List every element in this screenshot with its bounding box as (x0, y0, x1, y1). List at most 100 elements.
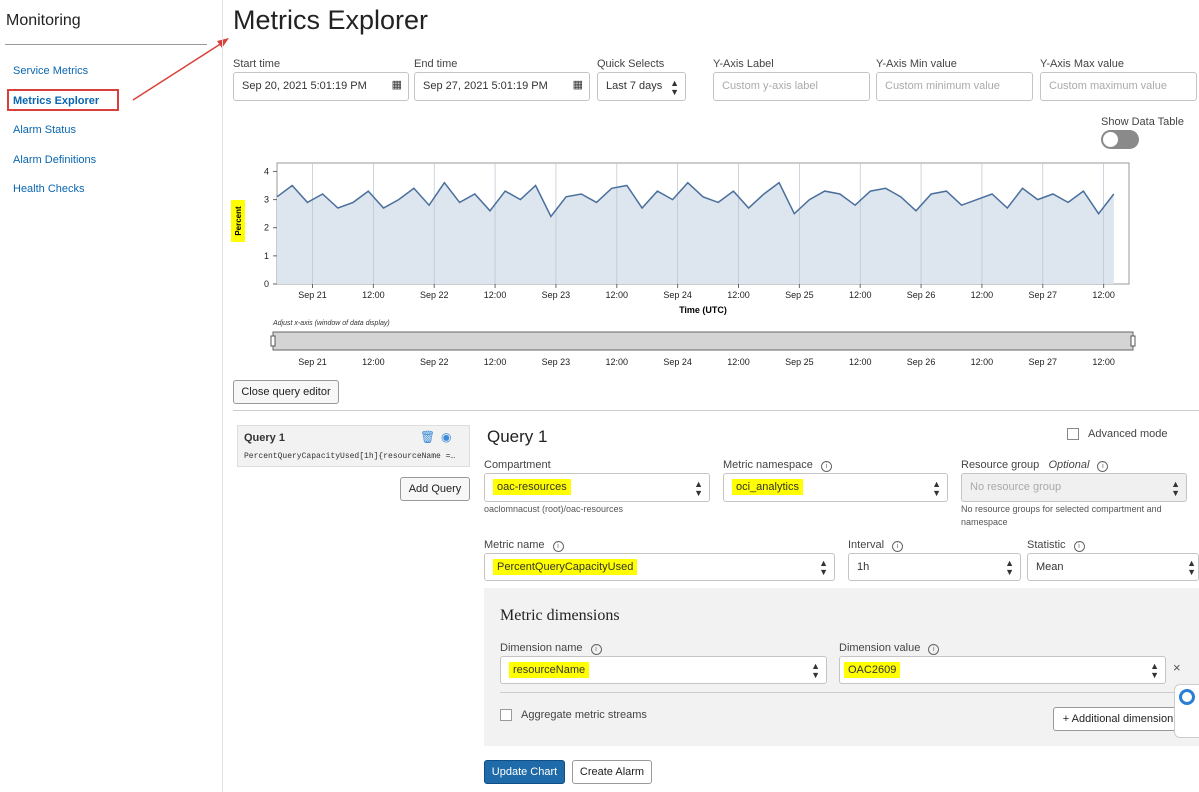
chevron: ▲ ▼ (1005, 558, 1014, 577)
divider (233, 410, 1199, 411)
divider (500, 692, 1183, 693)
nav-tick-label: 12:00 (484, 357, 507, 367)
info-icon[interactable]: i (552, 541, 564, 552)
field-label: Dimension value i (839, 642, 940, 655)
select[interactable]: OAC2609 ▲ ▼ (839, 656, 1166, 684)
checkbox[interactable] (1067, 428, 1079, 440)
select[interactable]: resourceName ▲ ▼ (500, 656, 827, 684)
info-icon[interactable]: i (1073, 541, 1085, 552)
select-value: OAC2609 (844, 662, 901, 678)
calendar-icon: ▦ (572, 79, 583, 91)
toggle[interactable] (1101, 130, 1139, 149)
x-tick-label: Sep 26 (907, 290, 936, 300)
text-input[interactable]: Custom maximum value (1040, 72, 1197, 101)
chevron: ▲ ▼ (819, 558, 828, 577)
nav-tick-label: 12:00 (1092, 357, 1115, 367)
button[interactable]: + Additional dimension (1053, 707, 1183, 731)
trash-icon[interactable]: 🗑 (420, 430, 436, 444)
nav-link[interactable]: Health Checks (13, 183, 85, 195)
divider (222, 0, 223, 792)
date-input[interactable]: Sep 20, 2021 5:01:19 PM ▦ (233, 72, 409, 101)
button[interactable]: Close query editor (233, 380, 339, 404)
chevron: ▲ ▼ (694, 479, 703, 498)
query-summary: PercentQueryCapacityUsed[1h]{resourceNam… (244, 452, 456, 461)
y-tick-label: 0 (264, 279, 269, 289)
field-hint: oaclomnacust (root)/oac-resources (484, 504, 624, 514)
nav-tick-label: 12:00 (971, 357, 994, 367)
x-tick-label: 12:00 (849, 290, 872, 300)
nav-link[interactable]: Alarm Status (13, 124, 76, 136)
input-value: Sep 20, 2021 5:01:19 PM (242, 80, 367, 92)
y-tick-label: 1 (264, 251, 269, 261)
range-caption: Adjust x-axis (window of data display) (272, 320, 390, 327)
x-tick-label: 12:00 (484, 290, 507, 300)
optional-tag: Optional (1048, 459, 1090, 471)
x-tick-label: Sep 23 (542, 290, 571, 300)
nav-link[interactable]: Alarm Definitions (13, 154, 97, 166)
select[interactable]: 1h ▲ ▼ (848, 553, 1021, 581)
x-tick-label: Sep 24 (663, 290, 692, 300)
range-window (272, 331, 1134, 351)
nav-link[interactable]: Service Metrics (13, 65, 89, 77)
x-tick-label: Sep 27 (1029, 290, 1058, 300)
x-tick-label: 12:00 (1092, 290, 1115, 300)
chevron: ▲ ▼ (670, 78, 679, 97)
label-text: Metric name (484, 539, 545, 551)
placeholder: Custom minimum value (885, 80, 1000, 92)
panel-title: Metric dimensions (500, 607, 620, 624)
eye-icon[interactable]: ◉ (441, 430, 452, 444)
nav-link-active[interactable]: Metrics Explorer (13, 95, 100, 107)
field-label: Metric namespace i (723, 459, 832, 472)
help-icon (1179, 689, 1195, 705)
text-input[interactable]: Custom y-axis label (713, 72, 870, 101)
nav-tick-label: 12:00 (606, 357, 629, 367)
label-text: Metric namespace (723, 459, 813, 471)
info-icon[interactable]: i (590, 644, 602, 655)
placeholder: No resource group (970, 481, 1062, 493)
help-widget[interactable] (1174, 684, 1199, 738)
query-title: Query 1 (487, 427, 548, 446)
highlight-box (7, 89, 119, 111)
label-text: Dimension value (839, 642, 921, 654)
nav-tick-label: Sep 27 (1029, 357, 1058, 367)
nav-tick-label: Sep 26 (907, 357, 936, 367)
checkbox[interactable] (500, 709, 512, 721)
select-value: PercentQueryCapacityUsed (493, 559, 638, 575)
button[interactable]: Create Alarm (572, 760, 652, 784)
info-icon[interactable]: i (820, 461, 832, 472)
chevron: ▲ ▼ (811, 661, 820, 680)
text-input[interactable]: Custom minimum value (876, 72, 1033, 101)
primary-button[interactable]: Update Chart (484, 760, 565, 784)
select[interactable]: oci_analytics ▲ ▼ (723, 473, 948, 502)
select[interactable]: PercentQueryCapacityUsed ▲ ▼ (484, 553, 835, 581)
area (277, 182, 1114, 284)
x-tick-label: 12:00 (606, 290, 629, 300)
button[interactable]: Add Query (400, 477, 470, 501)
range-handle (1130, 335, 1136, 347)
select[interactable]: oac-resources ▲ ▼ (484, 473, 710, 502)
remove-icon[interactable]: × (1173, 660, 1181, 675)
field-label: End time (414, 58, 458, 70)
checkbox-label: Advanced mode (1088, 428, 1168, 440)
info-icon[interactable]: i (1097, 461, 1109, 472)
chart: 0 1 2 3 4 Sep 21 Sep 21 12:00 12:00 Sep 22 Sep 22 1… (231, 162, 1136, 367)
button-text: Additional dimension (1071, 713, 1174, 725)
date-input[interactable]: Sep 27, 2021 5:01:19 PM ▦ (414, 72, 590, 101)
info-icon[interactable]: i (892, 541, 904, 552)
y-tick-label: 4 (264, 166, 269, 176)
select-value: oac-resources (493, 479, 571, 495)
x-tick-label: Sep 25 (785, 290, 814, 300)
select[interactable]: Mean ▲ ▼ (1027, 553, 1199, 581)
nav-tick-label: Sep 23 (542, 357, 571, 367)
annotation-arrow (132, 38, 229, 101)
select-value: Mean (1036, 561, 1064, 573)
x-tick-label: Sep 22 (420, 290, 449, 300)
label-text: Interval (848, 539, 885, 551)
select[interactable]: Last 7 days ▲ ▼ (597, 72, 686, 101)
input-value: Sep 27, 2021 5:01:19 PM (423, 80, 548, 92)
query-card[interactable]: Query 1 🗑 ◉ PercentQueryCapacityUsed[1h]… (237, 425, 470, 467)
field-label: Quick Selects (597, 58, 665, 70)
select-value: 1h (857, 561, 870, 573)
info-icon[interactable]: i (928, 644, 940, 655)
